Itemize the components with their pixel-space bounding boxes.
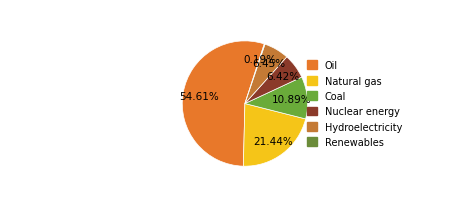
- Text: 6.45%: 6.45%: [252, 59, 285, 69]
- Wedge shape: [245, 78, 308, 119]
- Wedge shape: [243, 104, 306, 166]
- Text: 10.89%: 10.89%: [272, 95, 311, 105]
- Wedge shape: [245, 58, 301, 104]
- Wedge shape: [245, 45, 265, 104]
- Text: 6.42%: 6.42%: [266, 71, 299, 81]
- Text: 54.61%: 54.61%: [179, 91, 219, 101]
- Text: 0.19%: 0.19%: [243, 55, 276, 65]
- Wedge shape: [182, 42, 264, 166]
- Legend: Oil, Natural gas, Coal, Nuclear energy, Hydroelectricity, Renewables: Oil, Natural gas, Coal, Nuclear energy, …: [305, 58, 405, 150]
- Wedge shape: [245, 45, 287, 104]
- Text: 21.44%: 21.44%: [254, 136, 293, 146]
